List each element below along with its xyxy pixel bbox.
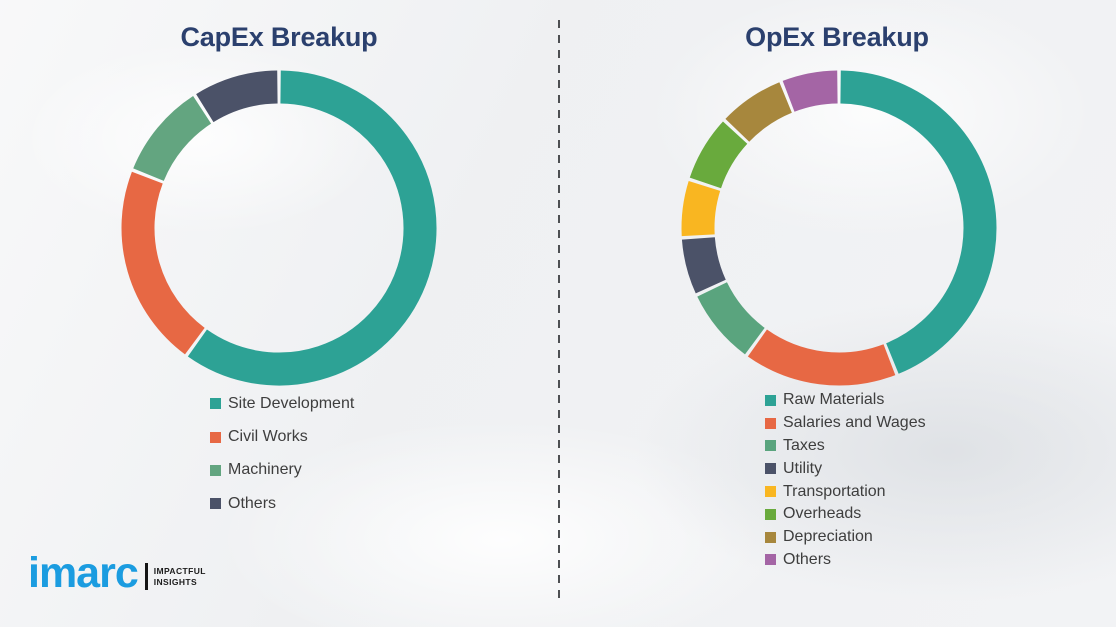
legend-swatch [765, 463, 776, 475]
legend-label: Salaries and Wages [783, 414, 926, 432]
logo-tagline-line1: IMPACTFUL [153, 565, 206, 576]
donut-segment-transportation [681, 181, 721, 237]
legend-swatch [765, 394, 776, 406]
legend-swatch [210, 398, 221, 410]
legend-label: Taxes [783, 436, 825, 454]
donut-segment-depreciation [725, 82, 793, 143]
donut-segment-civil-works [121, 171, 205, 355]
donut-segment-site-development [187, 70, 437, 386]
legend-item-site-development: Site Development [210, 387, 354, 420]
legend-item-machinery: Machinery [210, 454, 354, 487]
opex-panel: OpEx Breakup Raw Materials Salaries and W… [558, 0, 1116, 627]
legend-label: Others [228, 494, 277, 512]
legend-label: Machinery [228, 461, 302, 479]
donut-segment-utility [681, 236, 726, 294]
legend-label: Raw Materials [783, 391, 885, 409]
legend-item-transportation: Transportation [765, 480, 926, 503]
legend-item-raw-materials: Raw Materials [765, 389, 926, 412]
donut-segment-raw-materials [840, 70, 997, 374]
donut-segment-overheads [689, 121, 748, 189]
legend-item-utility: Utility [765, 457, 926, 480]
capex-legend: Site Development Civil Works Machinery Othe… [210, 387, 354, 521]
legend-item-others: Others [210, 487, 354, 520]
capex-donut-chart [121, 70, 437, 386]
donut-segment-salaries-and-wages [747, 329, 896, 386]
opex-donut-chart [681, 70, 997, 386]
logo-tagline: IMPACTFUL INSIGHTS [154, 566, 206, 587]
logo-divider-bar [144, 563, 148, 590]
legend-swatch [210, 498, 221, 510]
legend-swatch [765, 417, 776, 429]
legend-swatch [210, 431, 221, 443]
legend-swatch [765, 508, 776, 520]
legend-swatch [765, 554, 776, 566]
donut-segment-machinery [133, 95, 212, 182]
legend-label: Depreciation [783, 528, 873, 546]
donut-segment-others [196, 70, 279, 123]
legend-item-salaries-and-wages: Salaries and Wages [765, 412, 926, 435]
legend-swatch [765, 531, 776, 543]
legend-swatch [765, 440, 776, 452]
legend-label: Others [783, 550, 832, 568]
legend-label: Civil Works [228, 428, 308, 446]
legend-item-taxes: Taxes [765, 435, 926, 458]
legend-label: Overheads [783, 505, 862, 523]
divider-dashed-line [558, 20, 560, 602]
donut-segment-taxes [697, 281, 766, 355]
opex-title: OpEx Breakup [745, 22, 929, 52]
legend-swatch [765, 486, 776, 498]
imarc-brand-text: imarc [28, 549, 139, 597]
capex-title: CapEx Breakup [180, 22, 378, 52]
legend-swatch [210, 464, 221, 476]
legend-label: Transportation [783, 482, 886, 500]
legend-label: Site Development [228, 394, 355, 412]
donut-segment-others [782, 70, 839, 112]
legend-item-overheads: Overheads [765, 503, 926, 526]
opex-legend: Raw Materials Salaries and Wages Taxes Util… [765, 389, 926, 571]
logo-tagline-line2: INSIGHTS [153, 576, 198, 587]
legend-item-depreciation: Depreciation [765, 526, 926, 549]
legend-label: Utility [783, 459, 823, 477]
capex-panel: CapEx Breakup Site Development Civil Work… [121, 22, 437, 521]
legend-item-civil-works: Civil Works [210, 420, 354, 453]
legend-item-others: Others [765, 549, 926, 572]
imarc-logo: imarc IMPACTFUL INSIGHTS [28, 552, 206, 595]
